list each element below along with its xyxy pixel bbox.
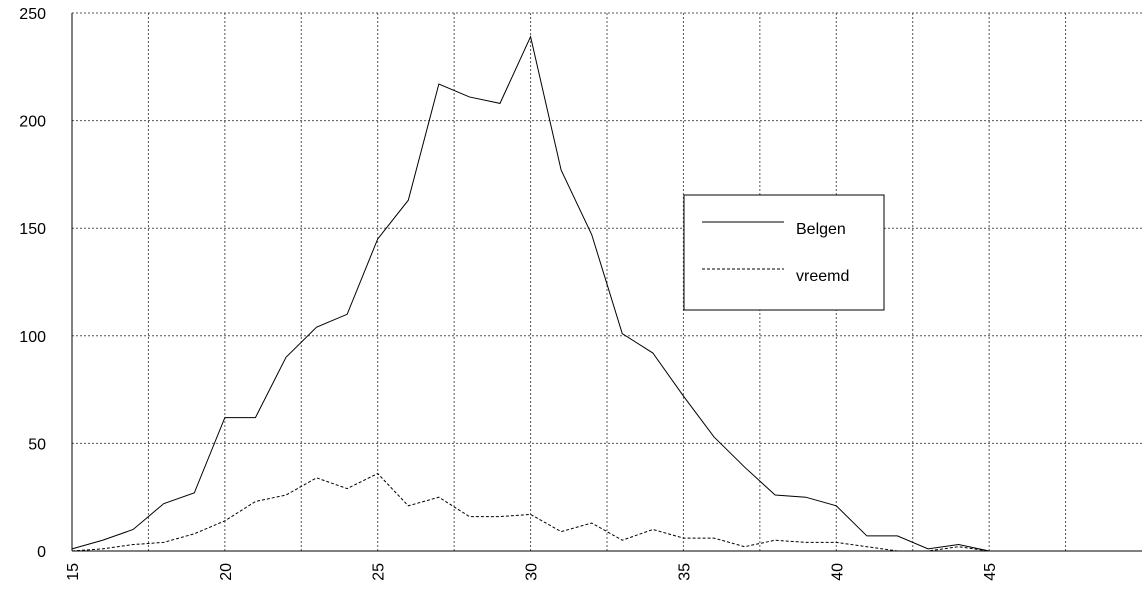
x-tick-label: 20: [218, 563, 235, 581]
y-tick-label: 50: [28, 436, 46, 453]
y-tick-label: 150: [19, 221, 46, 238]
x-tick-label: 15: [65, 563, 82, 581]
y-tick-label: 250: [19, 6, 46, 23]
x-tick-label: 45: [982, 563, 999, 581]
x-tick-label: 35: [676, 563, 693, 581]
legend-label: Belgen: [796, 221, 846, 238]
legend-box: [683, 194, 885, 311]
y-tick-label: 100: [19, 329, 46, 346]
y-tick-label: 200: [19, 114, 46, 131]
x-tick-label: 40: [829, 563, 846, 581]
x-tick-label: 30: [524, 563, 541, 581]
series-line: [71, 35, 1112, 552]
legend-label: vreemd: [796, 268, 849, 285]
x-tick-label: 25: [371, 563, 388, 581]
series-line: [71, 472, 1112, 552]
y-tick-label: 0: [37, 544, 46, 561]
